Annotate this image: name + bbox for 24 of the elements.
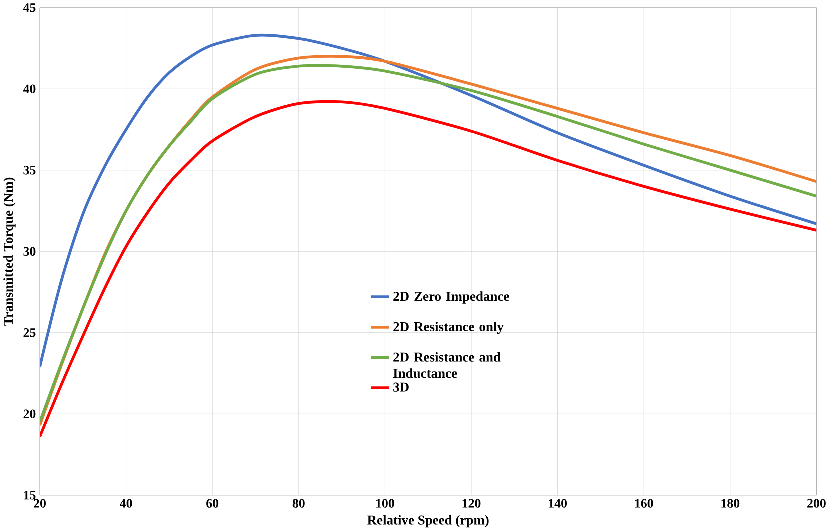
x-tick-label: 20 [34, 499, 46, 508]
legend-label: 2D Zero Impedance [394, 292, 510, 304]
legend-label: 2D Resistance and Inductance [394, 352, 501, 378]
y-tick-label: 15 [24, 490, 36, 500]
x-tick-label: 120 [462, 499, 481, 508]
x-tick-label: 40 [120, 499, 132, 508]
y-axis-title: Transmitted Torque (Nm) [4, 178, 16, 326]
y-tick-label: 40 [23, 84, 36, 94]
line-series [40, 34, 817, 368]
x-tick-label: 100 [376, 499, 394, 508]
x-tick-label: 140 [549, 499, 568, 508]
legend-label: 2D Resistance only [394, 322, 504, 334]
x-tick-label: 180 [722, 499, 740, 508]
x-tick-label: 200 [808, 499, 826, 508]
x-tick-label: 160 [635, 499, 654, 508]
y-tick-label: 35 [24, 166, 36, 175]
y-tick-label: 20 [24, 410, 36, 418]
x-tick-label: 60 [206, 499, 219, 508]
y-tick-label: 30 [24, 247, 36, 256]
x-tick-label: 80 [292, 499, 305, 508]
y-tick-label: 45 [23, 4, 36, 12]
legend-label: 3D [394, 382, 409, 392]
y-tick-label: 25 [24, 328, 36, 338]
x-axis-title: Relative Speed (rpm) [368, 515, 489, 528]
